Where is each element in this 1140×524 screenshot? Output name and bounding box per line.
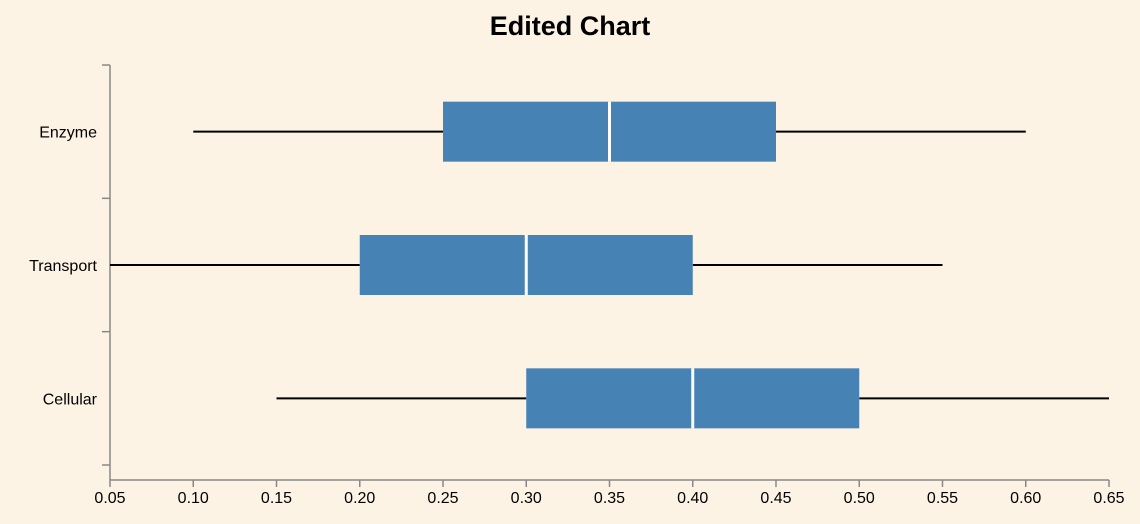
x-tick-label: 0.45 bbox=[760, 490, 791, 507]
x-tick-label: 0.50 bbox=[844, 490, 875, 507]
x-tick-label: 0.65 bbox=[1093, 490, 1124, 507]
x-tick-label: 0.60 bbox=[1010, 490, 1041, 507]
chart-title: Edited Chart bbox=[490, 11, 651, 41]
y-tick-label: Transport bbox=[29, 258, 97, 275]
x-tick-label: 0.25 bbox=[427, 490, 458, 507]
y-tick-label: Cellular bbox=[43, 391, 98, 408]
box-series bbox=[110, 101, 1109, 429]
x-tick-label: 0.55 bbox=[927, 490, 958, 507]
x-tick-label: 0.20 bbox=[344, 490, 375, 507]
x-tick-label: 0.15 bbox=[261, 490, 292, 507]
x-tick-label: 0.05 bbox=[94, 490, 125, 507]
box-transport bbox=[110, 235, 943, 295]
x-tick-label: 0.35 bbox=[594, 490, 625, 507]
x-tick-label: 0.40 bbox=[677, 490, 708, 507]
box-enzyme bbox=[193, 101, 1026, 162]
x-tick-label: 0.10 bbox=[178, 490, 209, 507]
axes: Enzyme Transport Cellular 0.05 0.10 0.15 0.20 0… bbox=[29, 64, 1125, 507]
x-tick-label: 0.30 bbox=[511, 490, 542, 507]
box-cellular bbox=[276, 368, 1109, 429]
y-tick-label: Enzyme bbox=[39, 125, 97, 142]
